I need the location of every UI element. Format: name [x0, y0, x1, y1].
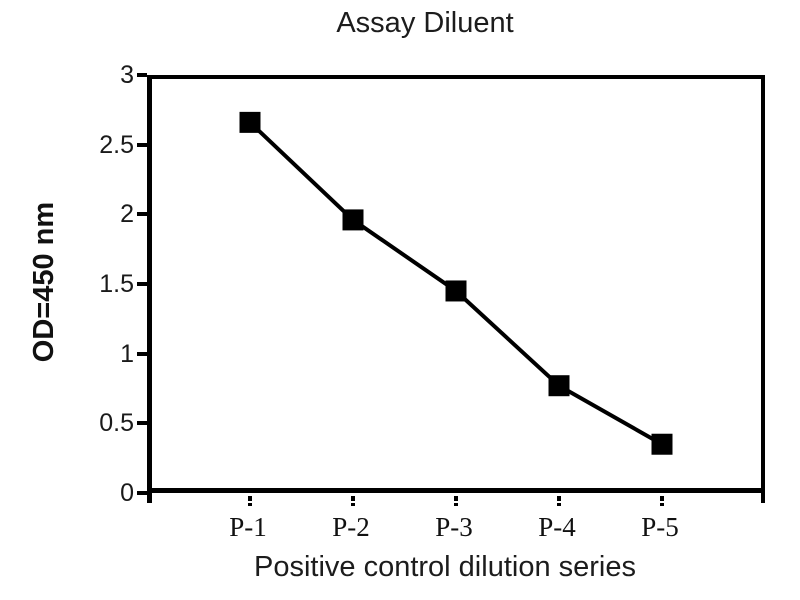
chart-title: Assay Diluent [336, 7, 514, 39]
x-tick-dash [454, 496, 458, 501]
data-marker-P-4 [548, 375, 570, 397]
y-tick-label: 1.5 [99, 270, 134, 298]
data-marker-P-5 [651, 433, 673, 455]
y-tick [137, 351, 147, 356]
x-tick-dash [660, 496, 664, 501]
data-marker-P-1 [239, 111, 261, 133]
y-tick-label: 0 [120, 479, 134, 507]
x-tick [660, 496, 664, 506]
x-tick-dash [557, 496, 561, 501]
x-axis-title: Positive control dilution series [253, 551, 636, 583]
x-tick [557, 496, 561, 506]
x-tick-dash [351, 496, 355, 501]
y-tick-label: 2.5 [99, 130, 134, 159]
x-tick-dot [454, 503, 458, 506]
y-tick-label: 3 [120, 61, 134, 89]
y-tick [137, 212, 147, 217]
x-tick [248, 496, 252, 506]
data-marker-P-2 [342, 209, 364, 231]
x-tick-label-P-4: P-4 [538, 512, 576, 542]
data-marker-P-3 [445, 280, 467, 302]
x-tick-dash [248, 496, 252, 501]
y-tick-label: 0.5 [99, 409, 134, 438]
x-tick [351, 496, 355, 506]
y-tick [137, 142, 147, 147]
y-tick [137, 421, 147, 426]
plot-area [147, 75, 765, 503]
x-tick-label-P-5: P-5 [641, 512, 679, 542]
y-tick-label: 2 [120, 200, 134, 229]
x-tick-label-P-3: P-3 [435, 512, 473, 542]
x-tick-label-P-2: P-2 [332, 512, 370, 542]
x-tick [454, 496, 458, 506]
series-plot [147, 75, 765, 503]
y-tick [137, 282, 147, 286]
x-tick-dot [660, 503, 664, 506]
x-tick-dot [351, 503, 355, 506]
y-tick [137, 491, 147, 495]
y-tick-label: 1 [120, 339, 134, 368]
x-tick-dot [557, 503, 561, 506]
y-tick [137, 73, 147, 77]
x-tick-dot [248, 503, 252, 506]
x-tick-label-P-1: P-1 [229, 512, 267, 542]
